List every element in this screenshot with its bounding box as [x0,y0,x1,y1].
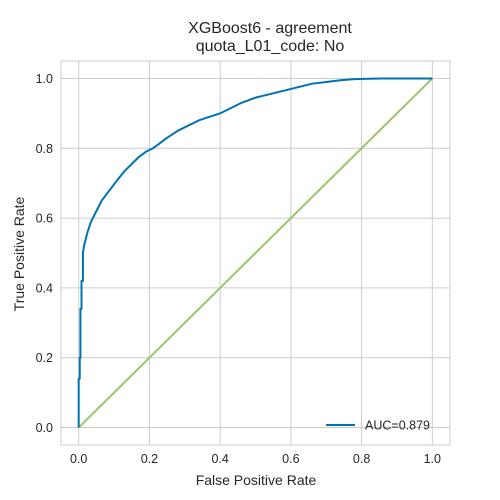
y-tick-label: 0.6 [36,212,53,226]
y-tick-label: 0.4 [36,281,53,295]
plot-area-frame [60,60,451,446]
roc-curve-line [77,77,433,428]
x-tick-label: 0.4 [211,452,228,466]
x-tick-label: 0.8 [353,452,370,466]
y-tick-label: 0.0 [36,421,53,435]
x-tick-label: 0.0 [70,452,87,466]
x-tick-label: 0.2 [141,452,158,466]
chart-title-line-2: quota_L01_code: No [196,38,345,55]
x-axis-label: False Positive Rate [196,472,317,488]
y-tick-labels: 0.0 0.2 0.4 0.6 0.8 1.0 [36,72,53,435]
legend-label-roc: AUC=0.879 [365,419,430,433]
diagonal-reference-line [77,77,434,429]
x-tick-label: 0.6 [282,452,299,466]
legend: AUC=0.879 [326,419,430,433]
y-tick-label: 0.8 [36,142,53,156]
x-tick-label: 1.0 [424,452,441,466]
grid-lines [61,61,450,445]
chart-title-line-1: XGBoost6 - agreement [188,20,352,37]
series-layer [77,77,434,429]
y-axis-label: True Positive Rate [11,196,27,311]
y-tick-label: 1.0 [36,72,53,86]
y-tick-label: 0.2 [36,351,53,365]
x-tick-labels: 0.0 0.2 0.4 0.6 0.8 1.0 [70,452,441,466]
